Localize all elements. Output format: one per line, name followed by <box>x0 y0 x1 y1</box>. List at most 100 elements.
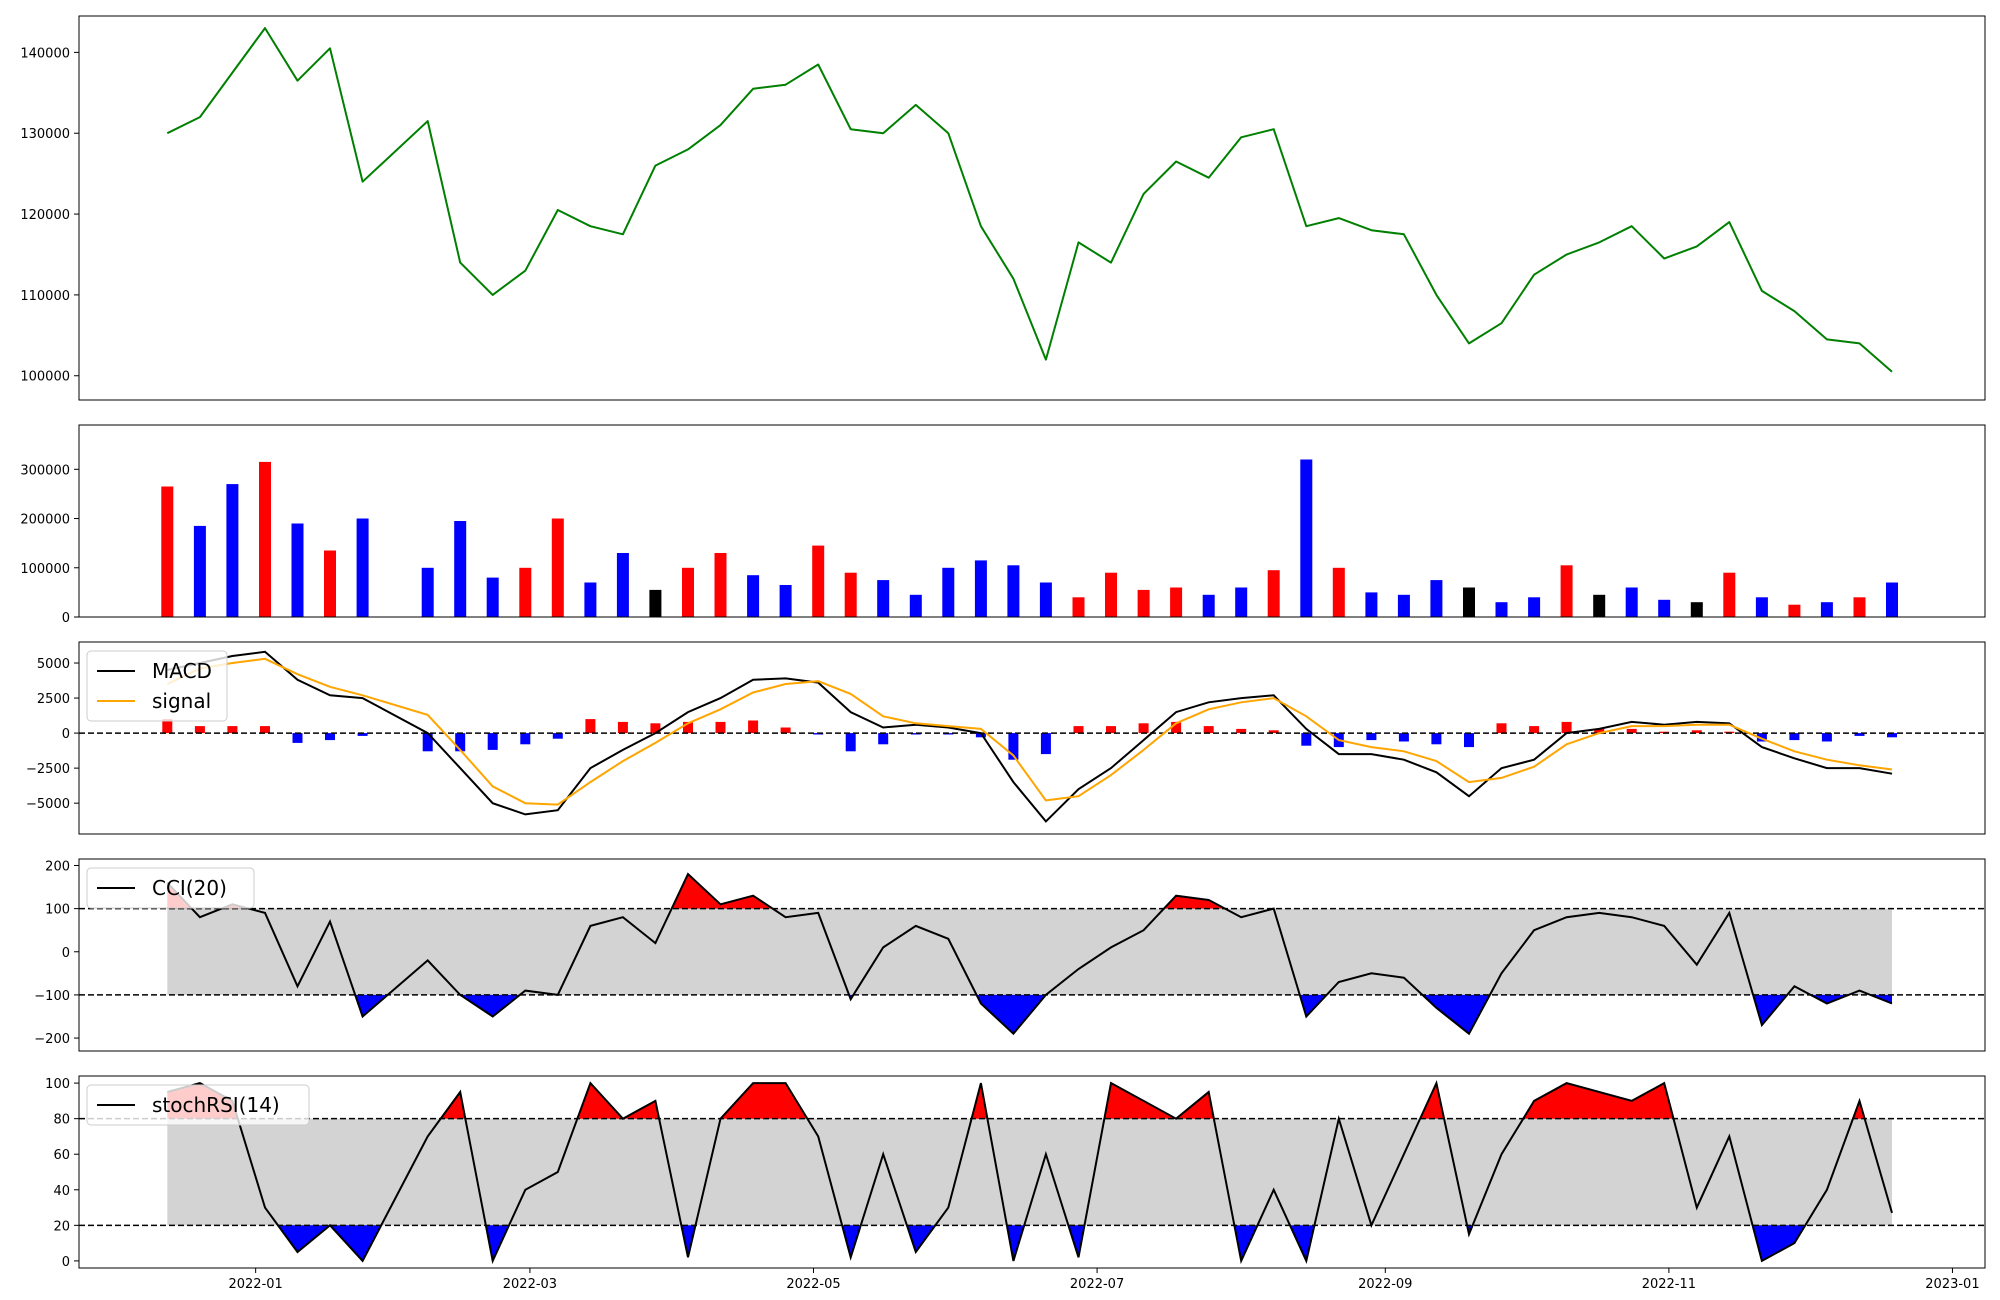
volume-bar <box>1007 565 1020 617</box>
cci-ytick-label: 0 <box>62 946 70 961</box>
volume-bar <box>1430 580 1443 617</box>
volume-bar <box>486 577 499 617</box>
volume-bar <box>812 545 825 617</box>
price-ytick-label: 110000 <box>20 289 70 304</box>
stochrsi-oversold-fill <box>842 1225 861 1258</box>
macd-histogram-bar <box>1106 726 1116 734</box>
macd-histogram-bar <box>1073 726 1084 734</box>
macd-histogram-bar <box>194 726 205 734</box>
stochrsi-overbought-fill <box>1853 1100 1865 1119</box>
macd-histogram-bar <box>455 733 466 752</box>
volume-bar <box>1332 567 1345 617</box>
volume-bar <box>1235 587 1248 617</box>
stochrsi-line <box>167 1079 1893 1265</box>
volume-bar <box>1365 592 1378 617</box>
date-x-axis: 2022-01 2022-03 2022-05 2022-07 2022-09 2022-… <box>228 1268 1980 1292</box>
volume-bar <box>779 585 792 617</box>
stochrsi-legend-box <box>86 1084 310 1126</box>
stochrsi-frame <box>78 1075 1986 1269</box>
macd-histogram-bar <box>1431 733 1442 745</box>
macd-histogram-bar <box>227 726 238 734</box>
macd-histogram-bar <box>422 733 433 752</box>
price-frame <box>78 15 1986 401</box>
macd-legend-box <box>86 650 228 722</box>
stochrsi-oversold-fill <box>1006 1225 1025 1261</box>
volume-bar <box>259 461 271 617</box>
volume-bar <box>519 567 532 617</box>
macd-histogram-bar <box>1887 733 1897 738</box>
stochrsi-ytick-label: 40 <box>53 1184 70 1199</box>
xtick-label: 2022-01 <box>228 1277 282 1292</box>
volume-bar <box>877 580 890 617</box>
cci-panel: −200 −100 0 100 200 CCI(20) <box>34 858 1986 1052</box>
volume-bar <box>1072 597 1085 617</box>
volume-bar <box>193 525 206 617</box>
cci-ytick-label: 100 <box>45 903 70 918</box>
macd-histogram-bar <box>1691 730 1702 734</box>
macd-histogram-bar <box>748 720 759 734</box>
volume-bar <box>1658 599 1671 617</box>
macd-histogram-bar <box>1626 728 1637 734</box>
xtick-label: 2022-03 <box>503 1277 557 1292</box>
xtick-label: 2022-09 <box>1358 1277 1412 1292</box>
volume-bar <box>1300 459 1313 617</box>
volume-bar <box>1463 587 1475 617</box>
macd-ytick-label: 5000 <box>37 657 70 672</box>
volume-bar <box>356 518 369 617</box>
stochrsi-ytick-label: 80 <box>53 1113 70 1128</box>
volume-bar <box>1593 594 1606 617</box>
volume-bar <box>714 553 727 617</box>
volume-ytick-label: 100000 <box>20 562 70 577</box>
macd-ytick-label: 0 <box>62 727 70 742</box>
volume-bar <box>682 567 694 617</box>
volume-bar <box>161 486 174 617</box>
macd-legend-label: signal <box>152 689 211 713</box>
macd-histogram-bar <box>1756 733 1767 742</box>
volume-bar <box>1560 565 1573 617</box>
macd-histogram-bar <box>1854 733 1865 736</box>
cci-legend: CCI(20) <box>86 867 255 909</box>
macd-histogram-bar <box>650 723 661 734</box>
macd-histogram-bar <box>585 719 596 734</box>
volume-bar <box>1820 602 1833 617</box>
volume-bar <box>1625 587 1638 617</box>
macd-histogram-bar <box>1496 723 1507 734</box>
volume-bar <box>844 572 857 617</box>
stochrsi-ytick-label: 20 <box>53 1219 70 1234</box>
cci-legend-box <box>86 867 255 909</box>
stochrsi-oversold-fill <box>1752 1225 1806 1261</box>
volume-bar <box>551 518 564 617</box>
macd-histogram-bar <box>1561 721 1572 734</box>
price-ytick-label: 130000 <box>20 127 70 142</box>
macd-histogram-bar <box>1301 733 1312 746</box>
volume-bar <box>974 560 987 617</box>
macd-panel: −5000 −2500 0 2500 5000 MACD signal <box>26 641 1986 835</box>
macd-histogram-bar <box>617 721 628 734</box>
volume-ytick-label: 200000 <box>20 513 70 528</box>
price-line <box>166 27 1893 373</box>
volume-bar <box>1105 572 1117 617</box>
volume-bar <box>1137 589 1150 617</box>
macd-histogram-bar <box>1008 733 1019 760</box>
price-ytick-label: 140000 <box>20 46 70 61</box>
cci-oversold-fill <box>355 994 388 1017</box>
macd-histogram-bar <box>325 733 335 741</box>
macd-histogram-bar <box>910 733 921 735</box>
cci-frame <box>78 858 1986 1052</box>
volume-bar <box>1528 597 1541 617</box>
cci-overbought-fill <box>1163 895 1225 909</box>
stochrsi-ytick-label: 60 <box>53 1148 70 1163</box>
volume-bar <box>747 575 760 617</box>
macd-histogram-bar <box>552 733 563 739</box>
price-ytick-label: 120000 <box>20 208 70 223</box>
cci-oversold-fill <box>1422 994 1490 1034</box>
macd-frame <box>78 641 1986 835</box>
xtick-label: 2022-07 <box>1070 1277 1124 1292</box>
stochrsi-overbought-fill <box>440 1092 466 1119</box>
volume-bar <box>454 521 467 617</box>
stochrsi-panel: 0 20 40 60 80 100 stochRSI(14) <box>45 1075 1986 1270</box>
volume-bar <box>1267 570 1280 617</box>
macd-histogram-bar <box>683 721 693 734</box>
macd-histogram-bar <box>780 727 791 734</box>
